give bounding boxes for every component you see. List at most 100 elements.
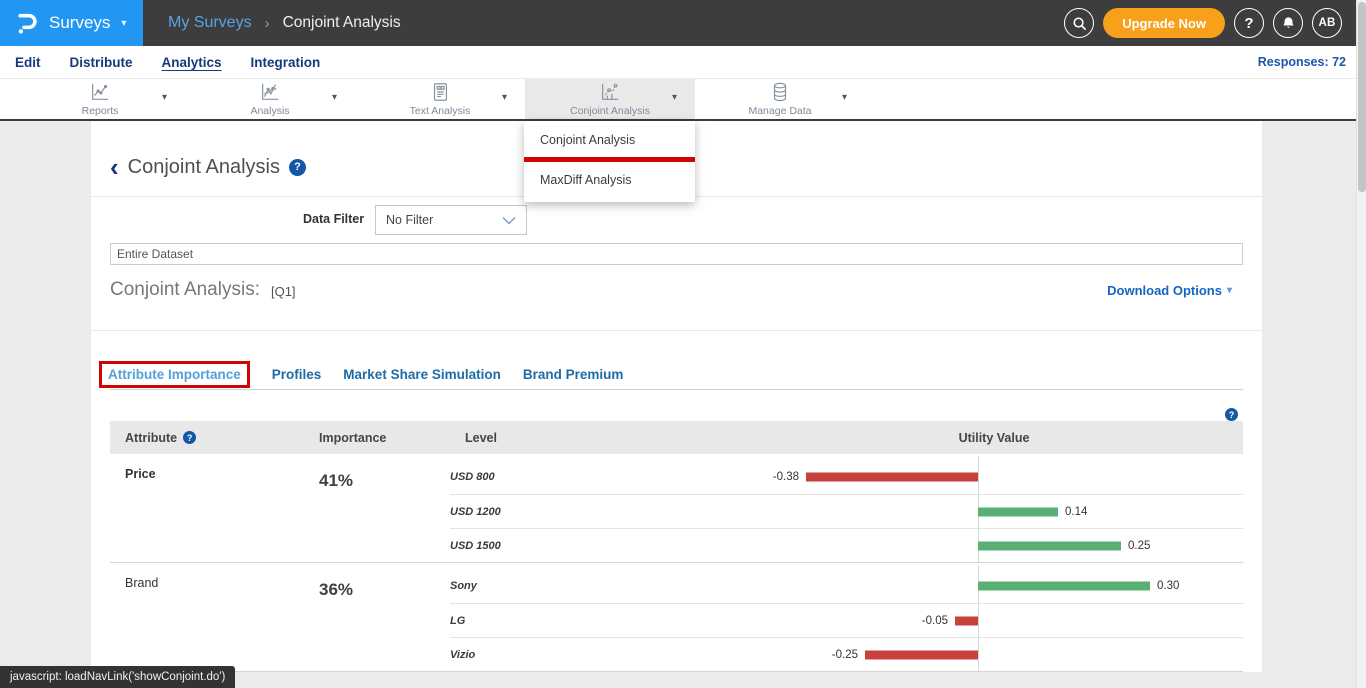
caret-down-icon: ▾ [1226, 285, 1232, 296]
level-row: USD 1200 0.14 [450, 491, 1243, 529]
utility-chart-cell: -0.25 [745, 634, 1243, 672]
chevron-right-icon: › [264, 14, 270, 32]
data-filter-value: No Filter [386, 213, 434, 227]
utility-value-label: -0.05 [921, 614, 948, 627]
attribute-importance-table: Attribute ? Importance Level Utility Val… [110, 421, 1243, 672]
nav-distribute[interactable]: Distribute [69, 54, 133, 70]
table-help-icon[interactable]: ? [1225, 408, 1238, 421]
utility-chart-cell: -0.38 [745, 456, 1243, 495]
toolbar-conjoint-analysis[interactable]: Conjoint Analysis ▾ [525, 79, 695, 119]
tab-profiles[interactable]: Profiles [271, 367, 322, 382]
caret-down-icon[interactable]: ▾ [331, 92, 337, 103]
questionpro-logo-icon [15, 11, 40, 36]
chevron-down-icon [502, 216, 516, 225]
levels: USD 800 -0.38 USD 1200 0.14 [450, 454, 1243, 563]
attribute-help-icon[interactable]: ? [183, 431, 197, 444]
menu-item-conjoint-analysis[interactable]: Conjoint Analysis [540, 133, 636, 147]
nav-analytics[interactable]: Analytics [161, 54, 222, 70]
level-row: USD 1500 0.25 [450, 525, 1243, 563]
divider [91, 330, 1262, 331]
conjoint-chart-icon [599, 81, 621, 103]
conjoint-dropdown-menu: Conjoint Analysis MaxDiff Analysis [524, 121, 695, 202]
page-title: Conjoint Analysis [127, 155, 280, 178]
search-icon [1072, 16, 1087, 31]
result-tabs: Attribute Importance Profiles Market Sha… [99, 361, 623, 388]
utility-value-label: 0.25 [1128, 539, 1151, 552]
level-label: USD 1200 [450, 505, 501, 518]
toolbar-text-analysis[interactable]: Text Analysis ▾ [355, 79, 525, 119]
level-label: USD 1500 [450, 539, 501, 552]
toolbar-reports[interactable]: Reports ▾ [15, 79, 185, 119]
breadcrumb-current: Conjoint Analysis [282, 14, 401, 31]
zero-axis-line [978, 456, 979, 495]
data-filter-label: Data Filter [303, 212, 365, 226]
utility-chart-cell: 0.30 [745, 565, 1243, 604]
menu-item-maxdiff-analysis[interactable]: MaxDiff Analysis [540, 173, 632, 187]
caret-down-icon[interactable]: ▾ [671, 92, 677, 103]
utility-bar [865, 650, 978, 659]
upgrade-now-button[interactable]: Upgrade Now [1103, 8, 1225, 38]
utility-bar [955, 616, 978, 625]
section-header: Conjoint Analysis: [Q1] Download Options… [110, 279, 1232, 301]
page-help-icon[interactable]: ? [288, 158, 306, 176]
attribute-name: Price [125, 467, 156, 481]
toolbar-manage-data[interactable]: Manage Data ▾ [695, 79, 865, 119]
breadcrumb-my-surveys[interactable]: My Surveys [168, 14, 252, 31]
zero-axis-line [978, 634, 979, 672]
browser-status-text: javascript: loadNavLink('showConjoint.do… [0, 666, 236, 688]
app-logo-menu[interactable]: Surveys ▾ [0, 0, 143, 46]
caret-down-icon[interactable]: ▾ [501, 92, 507, 103]
help-button[interactable]: ? [1234, 8, 1264, 38]
col-level: Level [465, 430, 497, 445]
tab-attribute-importance[interactable]: Attribute Importance [99, 361, 250, 388]
caret-down-icon: ▾ [121, 17, 127, 29]
col-attribute: Attribute ? [110, 431, 310, 445]
caret-down-icon[interactable]: ▾ [161, 92, 167, 103]
utility-value-label: -0.38 [772, 471, 799, 483]
search-button[interactable] [1064, 8, 1095, 38]
level-label: USD 800 [450, 471, 495, 483]
notifications-button[interactable] [1273, 8, 1303, 38]
toolbar-label: Reports [81, 105, 119, 117]
avatar[interactable]: AB [1312, 8, 1342, 38]
utility-bar [806, 472, 978, 482]
dataset-band: Entire Dataset [110, 243, 1243, 265]
importance-value: 36% [319, 580, 354, 599]
content-card: ‹ Conjoint Analysis ? Data Filter No Fil… [91, 121, 1262, 672]
attribute-group-price: Price 41% USD 800 -0.38 USD 1200 [110, 454, 1243, 563]
toolbar-label: Text Analysis [409, 105, 471, 117]
attribute-group-brand: Brand 36% Sony 0.30 LG -0.05 [110, 563, 1243, 672]
level-row: Sony 0.30 [450, 565, 1243, 604]
nav-integration[interactable]: Integration [250, 54, 321, 70]
section-question-ref: [Q1] [270, 284, 296, 299]
toolbar-analysis[interactable]: Analysis ▾ [185, 79, 355, 119]
responses-count[interactable]: Responses: 72 [1257, 55, 1346, 69]
col-importance: Importance [319, 430, 387, 445]
level-label: Vizio [450, 648, 476, 661]
utility-value-label: 0.14 [1065, 505, 1088, 518]
tab-market-share-simulation[interactable]: Market Share Simulation [343, 367, 501, 382]
back-icon[interactable]: ‹ [110, 152, 119, 182]
toolbar-label: Analysis [250, 105, 290, 117]
utility-chart-cell: -0.05 [745, 600, 1243, 638]
scrollbar-track[interactable] [1356, 0, 1366, 688]
scrollbar-thumb[interactable] [1358, 2, 1366, 192]
nav-edit[interactable]: Edit [15, 54, 41, 70]
topbar-actions: Upgrade Now ? AB [1064, 8, 1342, 38]
product-label: Surveys [49, 13, 111, 32]
tab-brand-premium[interactable]: Brand Premium [522, 367, 624, 382]
utility-chart-cell: 0.25 [745, 525, 1243, 563]
section-title: Conjoint Analysis: [110, 279, 260, 300]
utility-value-label: -0.25 [831, 648, 858, 661]
line-chart-icon [89, 81, 111, 103]
data-filter-select[interactable]: No Filter [375, 205, 527, 235]
toolbar-label: Manage Data [748, 105, 812, 117]
line-chart-icon [259, 81, 281, 103]
download-options-label: Download Options [1107, 282, 1222, 298]
utility-bar [978, 541, 1121, 550]
zero-axis-line [978, 600, 979, 638]
level-label: Sony [450, 580, 477, 592]
download-options-button[interactable]: Download Options ▾ [1107, 283, 1232, 298]
caret-down-icon[interactable]: ▾ [841, 92, 847, 103]
survey-nav: Edit Distribute Analytics Integration Re… [0, 46, 1366, 79]
